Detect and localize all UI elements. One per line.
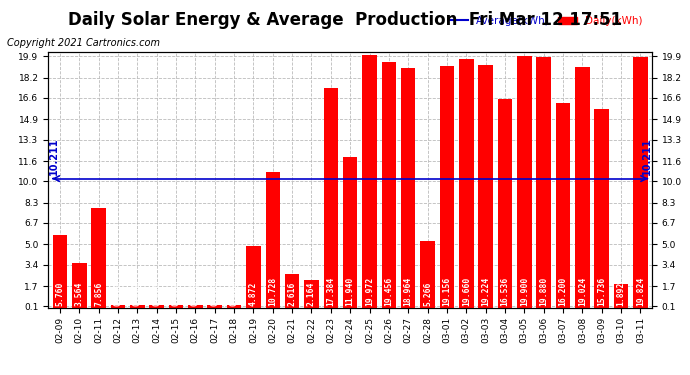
Bar	[130, 305, 145, 308]
Bar	[52, 235, 67, 308]
Text: 0.000: 0.000	[172, 282, 181, 306]
Bar	[459, 59, 473, 308]
Text: 19.024: 19.024	[578, 277, 587, 306]
Bar	[72, 262, 86, 308]
Bar	[324, 88, 338, 308]
Bar	[420, 241, 435, 308]
Bar	[555, 103, 571, 308]
Text: 10.211: 10.211	[642, 138, 651, 176]
Text: Copyright 2021 Cartronics.com: Copyright 2021 Cartronics.com	[7, 38, 160, 48]
Text: 16.200: 16.200	[558, 277, 568, 306]
Text: 16.536: 16.536	[500, 277, 509, 306]
Text: 4.872: 4.872	[249, 282, 258, 306]
Text: Daily Solar Energy & Average  Production  Fri Mar 12 17:51: Daily Solar Energy & Average Production …	[68, 11, 622, 29]
Bar	[110, 305, 125, 308]
Text: 7.856: 7.856	[94, 282, 103, 306]
Text: 19.972: 19.972	[365, 277, 374, 306]
Text: 5.266: 5.266	[423, 282, 432, 306]
Text: 11.940: 11.940	[346, 277, 355, 306]
Text: 0.000: 0.000	[191, 282, 200, 306]
Bar	[478, 65, 493, 308]
Bar	[362, 56, 377, 308]
Bar	[188, 305, 203, 308]
Text: 2.164: 2.164	[307, 282, 316, 306]
Bar	[575, 68, 590, 308]
Bar	[343, 157, 357, 308]
Bar	[208, 305, 222, 308]
Bar	[440, 66, 454, 308]
Bar	[595, 109, 609, 308]
Text: 18.964: 18.964	[404, 277, 413, 306]
Text: 19.824: 19.824	[636, 277, 645, 306]
Text: 0.000: 0.000	[210, 282, 219, 306]
Bar	[91, 209, 106, 308]
Bar	[285, 274, 299, 308]
Text: 10.211: 10.211	[49, 138, 59, 176]
Text: 5.760: 5.760	[55, 282, 64, 306]
Text: 0.000: 0.000	[152, 282, 161, 306]
Bar	[246, 246, 261, 308]
Text: 15.736: 15.736	[598, 277, 607, 306]
Text: 3.564: 3.564	[75, 282, 83, 306]
Bar	[633, 57, 648, 308]
Text: 19.456: 19.456	[384, 277, 393, 306]
Legend: Average(kWh), Daily(kWh): Average(kWh), Daily(kWh)	[445, 12, 647, 30]
Bar	[497, 99, 512, 308]
Text: 0.000: 0.000	[230, 282, 239, 306]
Text: 0.000: 0.000	[132, 282, 142, 306]
Text: 1.892: 1.892	[617, 282, 626, 306]
Text: 0.000: 0.000	[113, 282, 122, 306]
Bar	[304, 280, 319, 308]
Bar	[266, 172, 280, 308]
Text: 2.616: 2.616	[288, 282, 297, 306]
Bar	[150, 305, 164, 308]
Bar	[614, 284, 629, 308]
Text: 17.384: 17.384	[326, 277, 335, 306]
Text: 19.900: 19.900	[520, 277, 529, 306]
Bar	[227, 305, 242, 308]
Bar	[517, 56, 531, 308]
Text: 10.728: 10.728	[268, 277, 277, 306]
Bar	[169, 305, 184, 308]
Bar	[536, 57, 551, 308]
Text: 19.880: 19.880	[539, 277, 548, 306]
Text: 19.660: 19.660	[462, 277, 471, 306]
Bar	[401, 68, 415, 308]
Text: 19.156: 19.156	[442, 277, 451, 306]
Text: 19.224: 19.224	[481, 277, 490, 306]
Bar	[382, 62, 396, 308]
